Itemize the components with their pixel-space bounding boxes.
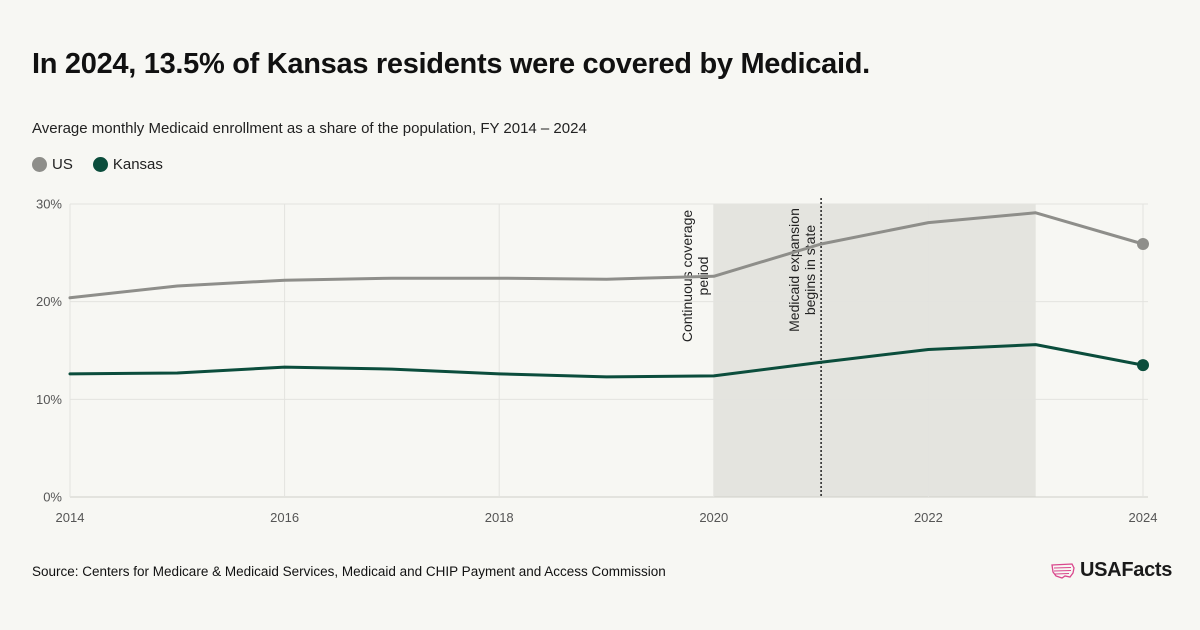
y-tick-label: 30% xyxy=(36,197,62,212)
shaded-region-continuous-coverage xyxy=(713,204,1036,497)
y-tick-label: 10% xyxy=(36,392,62,407)
series-end-point-us xyxy=(1137,238,1149,251)
legend: US Kansas xyxy=(32,156,183,173)
annotation-medicaid-expansion-line: begins in state xyxy=(802,225,818,315)
legend-item-us: US xyxy=(32,156,73,173)
x-tick-label: 2016 xyxy=(270,510,299,525)
x-tick-label: 2022 xyxy=(914,510,943,525)
chart-title: In 2024, 13.5% of Kansas residents were … xyxy=(32,48,870,80)
x-tick-label: 2014 xyxy=(56,510,85,525)
y-tick-label: 20% xyxy=(36,294,62,309)
brand-name: USAFacts xyxy=(1080,559,1173,581)
legend-item-kansas: Kansas xyxy=(92,156,163,173)
x-tick-label: 2024 xyxy=(1129,510,1158,525)
legend-label-us: US xyxy=(52,156,73,173)
x-tick-label: 2018 xyxy=(485,510,514,525)
series-end-point-kansas xyxy=(1137,359,1149,372)
chart-subtitle: Average monthly Medicaid enrollment as a… xyxy=(32,120,587,137)
source-note: Source: Centers for Medicare & Medicaid … xyxy=(32,564,666,579)
legend-label-kansas: Kansas xyxy=(112,156,163,173)
brand-logo: USAFacts xyxy=(1050,559,1172,582)
annotation-medicaid-expansion: Medicaid expansion begins in state xyxy=(786,208,818,332)
us-map-flag-icon xyxy=(1051,562,1075,579)
series-line-us xyxy=(68,211,1145,300)
x-tick-label: 2020 xyxy=(699,510,728,525)
y-tick-label: 0% xyxy=(43,490,62,505)
line-chart: 0%10%20%30%2014 2016 2018 2020 2022 2024Conti… xyxy=(36,197,1158,526)
series-line-kansas xyxy=(68,343,1145,379)
legend-dot-kansas xyxy=(92,157,108,172)
legend-dot-us xyxy=(32,157,47,172)
annotation-medicaid-expansion-line: Medicaid expansion xyxy=(786,208,802,332)
